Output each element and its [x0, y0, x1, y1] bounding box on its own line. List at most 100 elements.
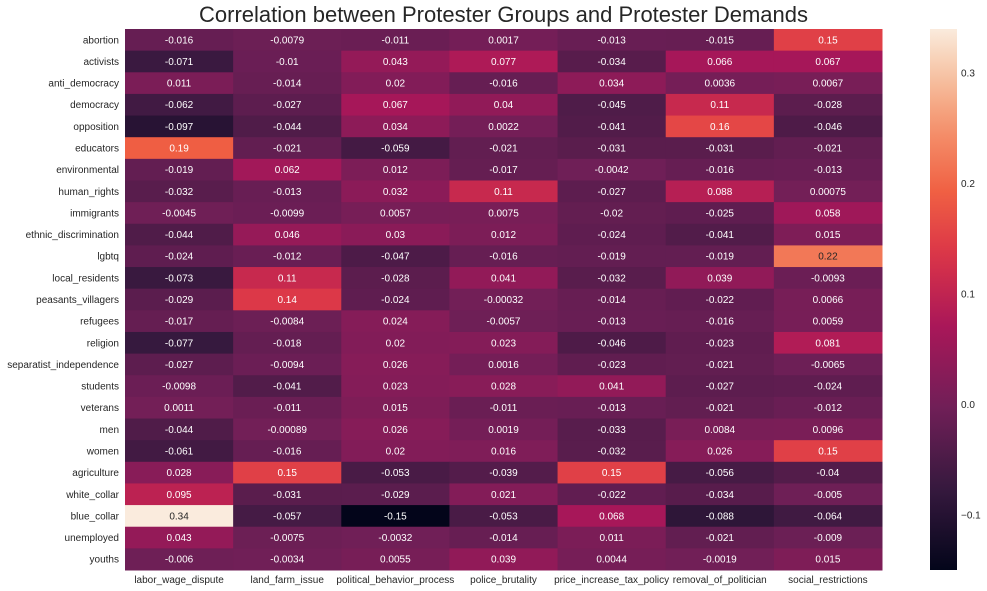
cell-value-label: -0.071 — [165, 57, 194, 68]
cell-value-label: -0.024 — [165, 252, 194, 263]
heatmap-cell — [233, 310, 342, 333]
heatmap-cell — [125, 440, 234, 463]
heatmap-cell — [125, 505, 234, 528]
cell-value-label: 0.032 — [383, 187, 408, 198]
cell-value-label: -0.059 — [381, 144, 410, 155]
cell-value-label: -0.021 — [489, 144, 518, 155]
heatmap-cell — [665, 331, 775, 355]
cell-value-label: -0.057 — [273, 511, 302, 522]
heatmap-cell — [665, 29, 775, 52]
heatmap-cell — [125, 245, 234, 268]
cell-value-label: 0.039 — [707, 273, 732, 284]
heatmap-cell — [557, 72, 667, 95]
row-label: refugees — [80, 317, 119, 328]
heatmap-cell — [233, 461, 342, 484]
heatmap-cell — [233, 353, 342, 376]
heatmap-cell — [341, 115, 450, 138]
cell-value-label: 0.043 — [167, 533, 192, 544]
heatmap-cell — [557, 526, 667, 549]
heatmap-cell — [557, 310, 667, 333]
heatmap-cell — [557, 245, 667, 268]
heatmap-cell — [341, 418, 450, 441]
heatmap-cell — [341, 267, 450, 290]
heatmap-cell — [557, 440, 667, 463]
heatmap-cell — [341, 526, 450, 549]
cell-value-label: -0.021 — [706, 533, 735, 544]
heatmap-cell — [341, 396, 450, 420]
heatmap-cell — [233, 505, 342, 528]
cell-value-label: -0.021 — [814, 144, 843, 155]
cell-value-label: -0.018 — [273, 338, 302, 349]
row-label: activists — [83, 57, 119, 68]
heatmap-cell — [341, 505, 450, 528]
heatmap-cell — [125, 483, 234, 506]
heatmap-cell — [773, 288, 883, 311]
heatmap-cell — [233, 375, 342, 398]
cell-value-label: -0.0032 — [378, 533, 412, 544]
heatmap-cell — [449, 267, 559, 290]
row-labels: abortion activists anti_democracy democracy… — [7, 35, 119, 565]
cell-value-label: 0.015 — [383, 403, 408, 414]
cell-value-label: 0.012 — [491, 230, 516, 241]
heatmap-cell — [449, 202, 559, 225]
cell-value-label: -0.019 — [706, 252, 735, 263]
heatmap-cell — [125, 331, 234, 355]
cell-value-label: 0.039 — [491, 555, 516, 566]
cell-value-label: 0.077 — [491, 57, 516, 68]
heatmap-cell — [665, 93, 775, 117]
heatmap-cell — [773, 29, 883, 52]
row-label: local_residents — [52, 273, 119, 284]
heatmap-cell — [665, 158, 775, 181]
heatmap-cell — [341, 72, 450, 95]
row-label: opposition — [73, 122, 119, 133]
colorbar-tick-label: 0.1 — [961, 289, 975, 300]
cell-value-label: 0.15 — [818, 446, 838, 457]
cell-value-label: -0.016 — [165, 35, 194, 46]
row-label: democracy — [70, 100, 119, 111]
cell-value-label: -0.021 — [706, 360, 735, 371]
cell-value-label: -0.011 — [273, 403, 301, 414]
heatmap-cell — [341, 50, 450, 73]
cell-value-label: -0.016 — [273, 446, 302, 457]
heatmap-cell — [449, 310, 559, 333]
row-label: lgbtq — [97, 252, 119, 263]
cell-value-label: -0.023 — [706, 338, 735, 349]
colorbar-tick-label: 0.3 — [961, 69, 975, 80]
heatmap-cell — [449, 331, 559, 355]
heatmap-cell — [233, 288, 342, 311]
heatmap-cell — [449, 418, 559, 441]
heatmap-cell — [449, 461, 559, 484]
heatmap-cell — [233, 50, 342, 73]
cell-value-label: -0.0045 — [162, 208, 196, 219]
cell-value-label: 0.11 — [278, 273, 297, 284]
cell-value-label: 0.046 — [275, 230, 300, 241]
cell-value-label: -0.016 — [489, 79, 518, 90]
heatmap-cell — [233, 418, 342, 441]
cell-value-label: -0.041 — [597, 122, 626, 133]
row-label: separatist_independence — [7, 360, 119, 371]
cell-value-label: -0.029 — [381, 490, 410, 501]
cell-value-label: -0.061 — [165, 446, 194, 457]
cell-value-label: -0.028 — [814, 100, 843, 111]
heatmap-cell — [125, 72, 234, 95]
row-label: unemployed — [65, 533, 119, 544]
cell-value-label: 0.0096 — [813, 425, 844, 436]
cell-value-label: -0.027 — [273, 100, 302, 111]
heatmap-cell — [449, 180, 559, 203]
cell-value-label: 0.04 — [494, 100, 514, 111]
cell-value-label: 0.15 — [277, 468, 297, 479]
heatmap-cell — [449, 158, 559, 181]
cell-value-label: 0.015 — [815, 555, 840, 566]
cell-value-label: -0.031 — [706, 144, 735, 155]
heatmap-cell — [773, 267, 883, 290]
cell-value-label: -0.024 — [814, 382, 843, 393]
cell-value-label: 0.0075 — [488, 208, 519, 219]
heatmap-cell — [125, 137, 234, 160]
heatmap-cell — [665, 440, 775, 463]
heatmap-cell — [665, 223, 775, 246]
heatmap-cell — [557, 137, 667, 160]
heatmap-cells: -0.016 -0.0079 -0.011 0.0017 -0.013 -0.015 0.1… — [125, 29, 883, 571]
row-label: blue_collar — [71, 511, 120, 522]
heatmap-cell — [665, 180, 775, 203]
cell-value-label: -0.016 — [706, 317, 735, 328]
